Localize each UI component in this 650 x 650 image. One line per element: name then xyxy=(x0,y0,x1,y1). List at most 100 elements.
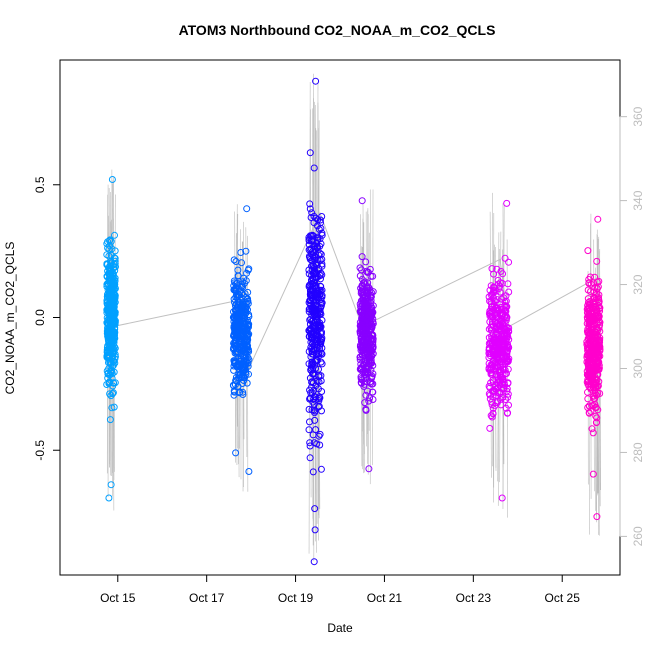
data-point xyxy=(317,465,325,473)
data-point xyxy=(594,354,602,362)
data-point xyxy=(238,319,246,327)
data-point xyxy=(488,340,496,348)
y-right-tick-label: 340 xyxy=(631,190,645,210)
outlier-point xyxy=(232,449,240,457)
data-point xyxy=(493,355,501,363)
data-point xyxy=(588,425,596,433)
data-point xyxy=(235,313,243,321)
data-point xyxy=(494,304,502,312)
outlier-point xyxy=(589,470,597,478)
y-right-tick-label: 360 xyxy=(631,106,645,126)
outlier-point xyxy=(243,205,251,213)
data-point xyxy=(496,376,504,383)
data-point xyxy=(585,409,593,417)
data-point xyxy=(504,393,512,401)
data-point xyxy=(596,390,604,397)
data-point xyxy=(230,391,238,399)
data-point xyxy=(316,216,324,224)
data-point xyxy=(306,205,314,213)
data-point xyxy=(307,366,315,374)
data-point xyxy=(485,364,493,372)
data-point xyxy=(306,149,314,157)
data-point xyxy=(587,340,594,348)
data-point xyxy=(486,424,494,432)
data-point xyxy=(230,330,238,338)
data-point xyxy=(307,237,315,245)
plot-border xyxy=(59,59,621,576)
data-point xyxy=(308,348,316,356)
series-0 xyxy=(103,176,119,502)
data-point xyxy=(104,319,112,327)
data-point xyxy=(363,268,371,276)
data-point xyxy=(230,339,238,347)
data-point xyxy=(306,418,313,426)
data-point xyxy=(241,290,249,298)
data-point xyxy=(309,334,316,342)
data-point xyxy=(497,267,505,275)
data-point xyxy=(586,300,593,308)
data-point xyxy=(312,214,320,222)
x-tick-label: Oct 19 xyxy=(278,591,314,605)
data-point xyxy=(361,399,369,407)
data-point xyxy=(362,371,370,379)
outlier-point xyxy=(358,197,366,205)
data-point xyxy=(230,308,237,316)
data-point xyxy=(591,273,599,281)
data-point xyxy=(311,253,319,261)
data-point xyxy=(358,299,366,307)
data-point xyxy=(315,225,323,233)
data-point xyxy=(235,357,243,365)
data-point xyxy=(488,413,496,421)
data-point xyxy=(490,283,498,291)
outlier-point xyxy=(593,513,601,521)
data-point xyxy=(309,468,317,476)
data-point xyxy=(317,275,324,283)
data-point xyxy=(584,247,592,255)
data-point xyxy=(305,266,313,274)
data-point xyxy=(311,263,318,271)
data-point xyxy=(488,320,496,328)
outlier-point xyxy=(107,481,115,489)
y-right-tick-label: 320 xyxy=(631,274,645,294)
data-point xyxy=(588,317,596,325)
data-point xyxy=(236,388,244,396)
series-3 xyxy=(356,197,377,473)
data-point xyxy=(359,355,367,363)
data-point xyxy=(501,313,509,321)
data-point xyxy=(111,267,119,275)
data-point xyxy=(105,289,113,297)
data-point xyxy=(109,293,117,301)
data-point xyxy=(596,336,604,344)
y-tick-label: -0.5 xyxy=(33,440,47,461)
data-point xyxy=(359,298,367,306)
data-point xyxy=(361,328,369,335)
data-point xyxy=(108,283,116,291)
data-point xyxy=(313,356,321,364)
data-point xyxy=(489,404,497,412)
data-point xyxy=(318,328,325,336)
series-2 xyxy=(305,77,326,566)
data-point xyxy=(489,376,497,384)
data-point xyxy=(241,308,249,316)
data-point xyxy=(358,376,366,384)
outlier-point xyxy=(312,77,320,85)
data-point xyxy=(584,286,592,294)
data-point xyxy=(368,323,375,331)
data-point xyxy=(307,289,315,297)
data-point xyxy=(230,382,238,390)
data-point xyxy=(104,303,112,311)
data-point xyxy=(499,370,507,378)
data-point xyxy=(594,343,602,351)
data-point xyxy=(493,296,501,304)
data-point xyxy=(231,349,239,357)
data-point xyxy=(489,410,497,418)
data-point xyxy=(311,321,319,329)
data-point xyxy=(309,232,317,240)
outlier-point xyxy=(108,176,116,183)
data-point xyxy=(369,380,377,388)
outlier-point xyxy=(310,558,318,566)
data-point xyxy=(496,372,504,379)
data-point xyxy=(311,407,319,415)
x-tick-label: Oct 23 xyxy=(456,591,492,605)
data-point xyxy=(235,318,243,326)
